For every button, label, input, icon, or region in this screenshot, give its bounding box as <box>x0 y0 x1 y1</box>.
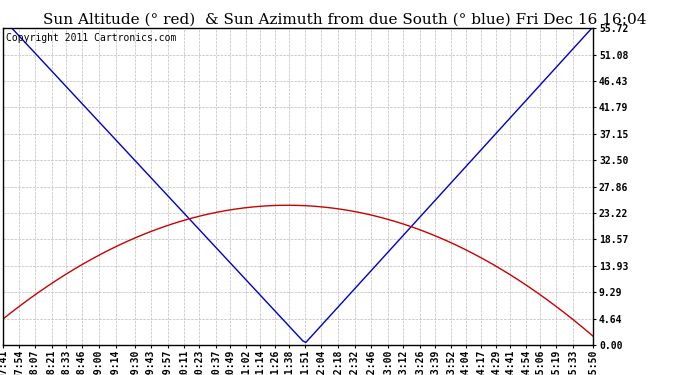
Text: Copyright 2011 Cartronics.com: Copyright 2011 Cartronics.com <box>6 33 177 43</box>
Text: Sun Altitude (° red)  & Sun Azimuth from due South (° blue) Fri Dec 16 16:04: Sun Altitude (° red) & Sun Azimuth from … <box>43 13 647 27</box>
